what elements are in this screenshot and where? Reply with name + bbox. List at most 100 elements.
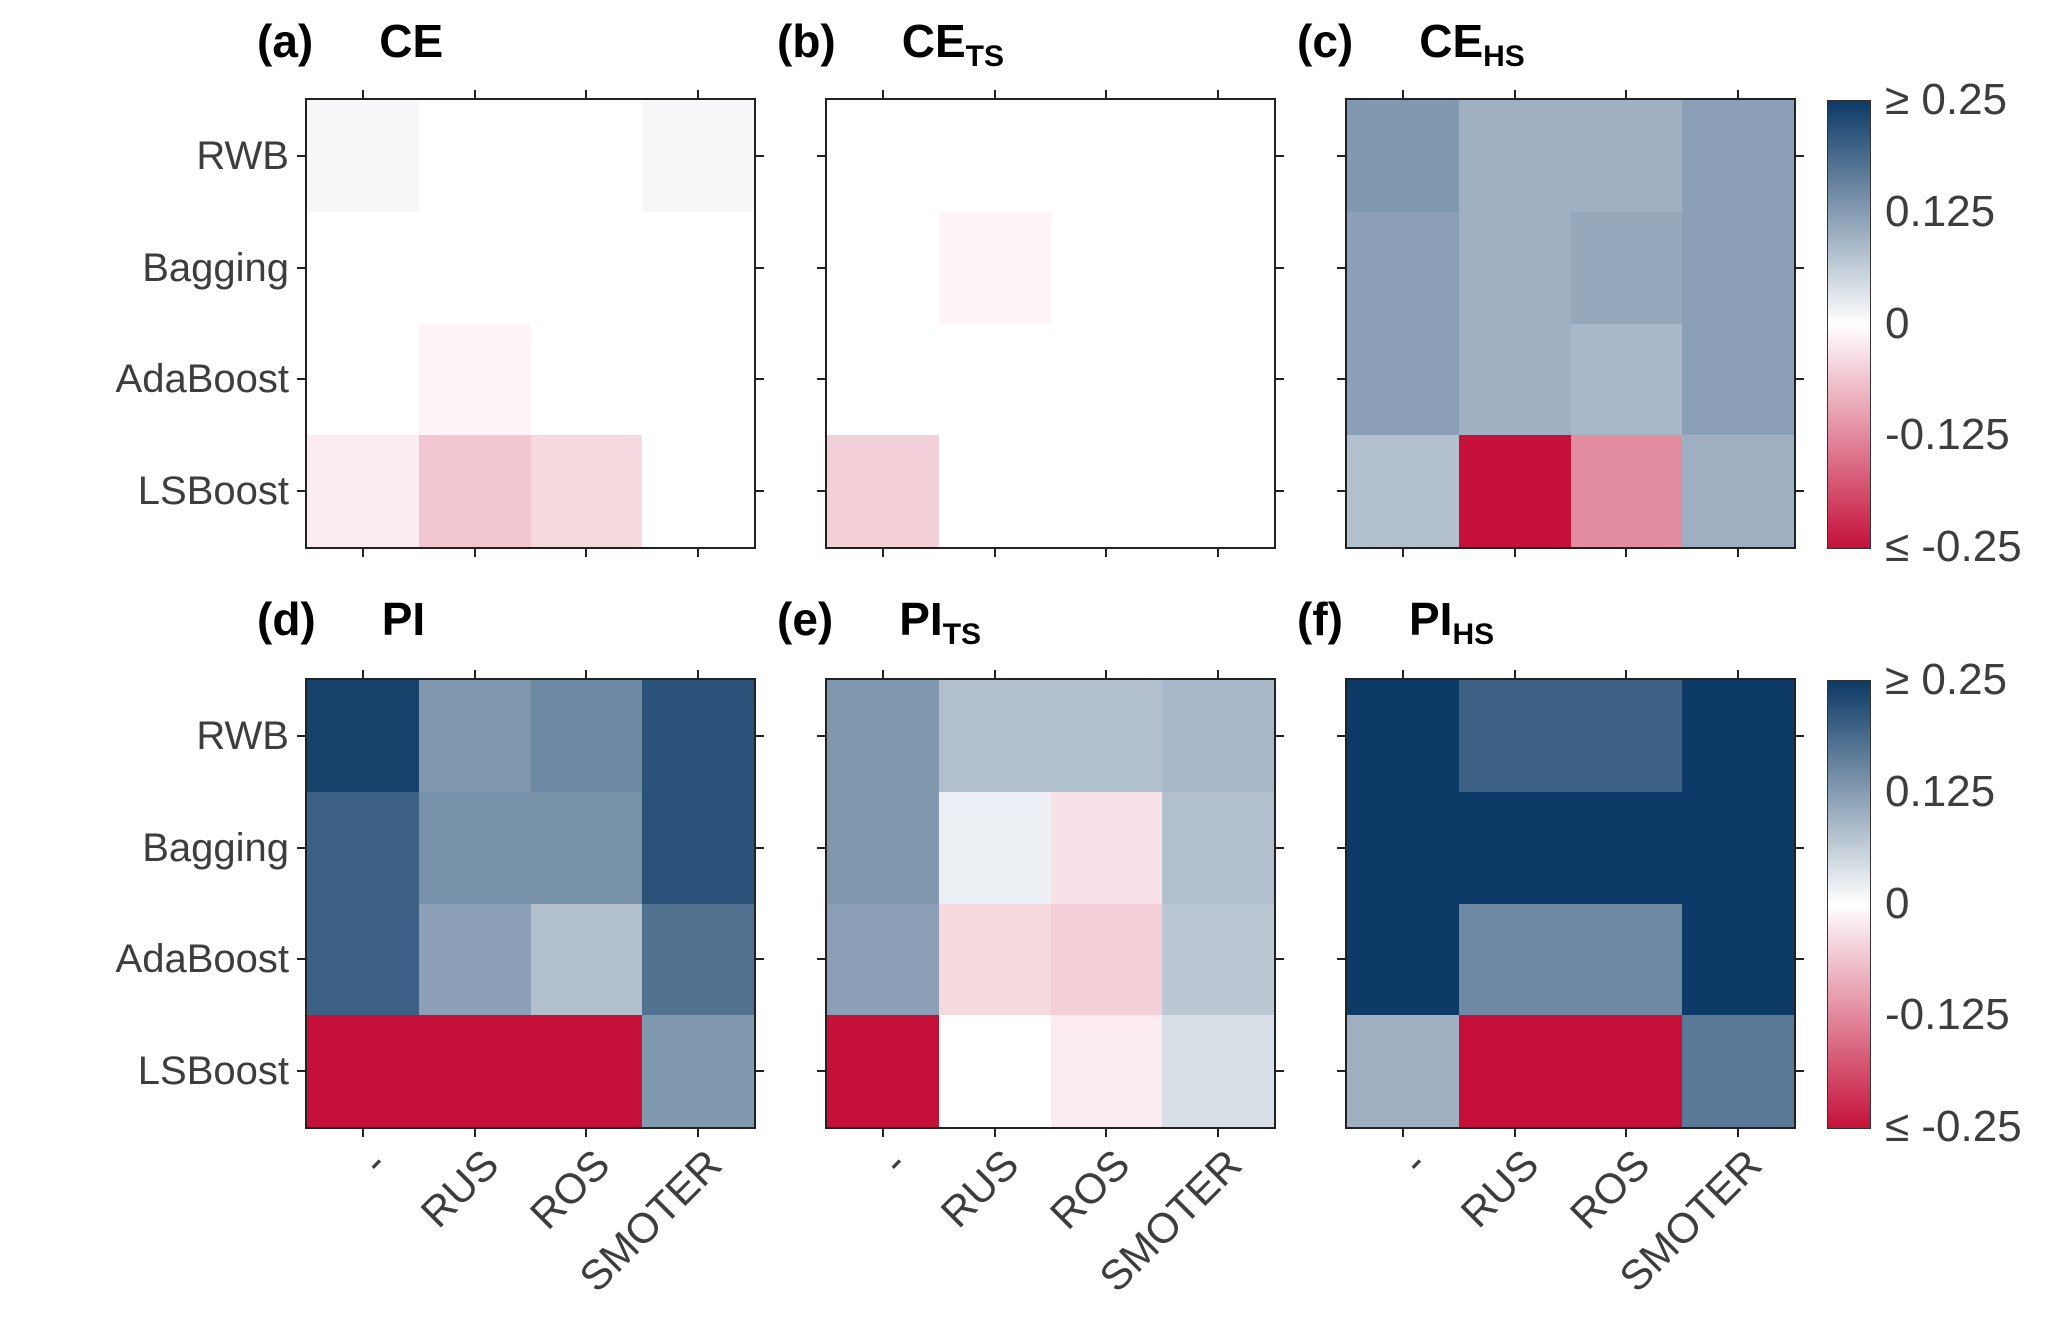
panel-f-subscript: HS [1452, 618, 1495, 651]
axis-tick [1513, 90, 1516, 98]
heatmap-grid [827, 680, 1274, 1127]
heatmap-cell [827, 100, 939, 212]
panel-c-name: CEHS [1419, 15, 1525, 73]
panel-a-tag: (a) [257, 15, 314, 67]
axis-tick [1337, 846, 1345, 849]
y-tick-label: AdaBoost [115, 937, 289, 982]
heatmap-cell [1050, 211, 1163, 324]
axis-tick [473, 549, 476, 557]
heatmap-cell [1570, 903, 1683, 1016]
heatmap-grid [307, 680, 754, 1127]
axis-tick [473, 670, 476, 678]
axis-tick [756, 266, 764, 269]
heatmap-cell [1050, 791, 1163, 904]
heatmap-cell [827, 903, 939, 1016]
panel-a-name: CE [379, 15, 443, 67]
axis-tick [697, 549, 700, 557]
axis-tick [1796, 490, 1804, 493]
colorbar-tick-label: ≤ -0.25 [1885, 1102, 2022, 1151]
heatmap-grid [307, 100, 754, 547]
axis-tick [756, 490, 764, 493]
panel-d-tag: (d) [257, 593, 316, 645]
axis-tick [361, 1129, 364, 1137]
heatmap-cell [307, 680, 419, 792]
axis-tick [1513, 549, 1516, 557]
heatmap-grid [1347, 100, 1794, 547]
heatmap-cell [1458, 791, 1571, 904]
axis-tick [1105, 1129, 1108, 1137]
axis-tick [1276, 154, 1284, 157]
y-tick-label: LSBoost [137, 1049, 289, 1094]
heatmap-cell [1050, 903, 1163, 1016]
y-tick-label: LSBoost [137, 469, 289, 514]
panel-f-title: (f) PIHS [1297, 592, 1494, 652]
axis-tick [1217, 1129, 1220, 1137]
panel-e-title: (e) PITS [777, 592, 981, 652]
heatmap-grid [827, 100, 1274, 547]
heatmap-cell [418, 903, 531, 1016]
heatmap-cell [1682, 680, 1794, 792]
heatmap-cell [1570, 680, 1683, 792]
heatmap-cell [827, 680, 939, 792]
axis-tick [817, 154, 825, 157]
heatmap-cell [1347, 680, 1459, 792]
panel-c-name-text: CE [1419, 15, 1484, 67]
heatmap-cell [1050, 1015, 1163, 1127]
axis-tick [697, 670, 700, 678]
axis-tick [881, 90, 884, 98]
heatmap-cell [530, 680, 643, 792]
y-tick-label: Bagging [142, 245, 289, 290]
axis-tick [1276, 490, 1284, 493]
heatmap-cell [642, 791, 754, 904]
panel-d-name: PI [382, 593, 425, 645]
axis-tick [1796, 1070, 1804, 1073]
heatmap-cell [1347, 1015, 1459, 1127]
heatmap-cell [418, 211, 531, 324]
heatmap-cell [418, 100, 531, 212]
axis-tick [1737, 90, 1740, 98]
axis-tick [1337, 490, 1345, 493]
axis-tick [297, 846, 305, 849]
colorbar-tick-label: 0 [1885, 878, 1910, 928]
axis-tick [1217, 670, 1220, 678]
axis-tick [297, 958, 305, 961]
colorbar-tick-label: -0.125 [1885, 990, 2010, 1040]
axis-tick [817, 958, 825, 961]
heatmap-cell [827, 435, 939, 547]
axis-tick [1796, 378, 1804, 381]
heatmap-cell [1347, 435, 1459, 547]
axis-tick [756, 734, 764, 737]
axis-tick [297, 1070, 305, 1073]
panel-f-name: PIHS [1409, 593, 1494, 651]
heatmap-panel-a [297, 90, 764, 557]
panel-a-name-text: CE [379, 15, 444, 67]
axis-tick [297, 154, 305, 157]
panel-b-subscript: TS [965, 40, 1004, 73]
panel-c-tag: (c) [1297, 15, 1354, 67]
axis-tick [817, 846, 825, 849]
axis-tick [297, 490, 305, 493]
axis-tick [1276, 846, 1284, 849]
axis-tick [697, 1129, 700, 1137]
heatmap-cell [938, 435, 1051, 547]
axis-tick [1105, 90, 1108, 98]
axis-tick [1625, 1129, 1628, 1137]
heatmap-cell [827, 323, 939, 436]
heatmap-grid [1347, 680, 1794, 1127]
heatmap-cell [530, 791, 643, 904]
heatmap-cell [1162, 903, 1274, 1016]
axis-tick [1337, 154, 1345, 157]
axis-tick [297, 378, 305, 381]
axis-tick [756, 846, 764, 849]
heatmap-panel-f: - RUS ROS SMOTER [1337, 670, 1804, 1301]
axis-tick [1337, 266, 1345, 269]
heatmap-cell [1162, 435, 1274, 547]
heatmap-cell [1682, 435, 1794, 547]
axis-tick [817, 266, 825, 269]
heatmap-cell [1570, 211, 1683, 324]
heatmap-cell [307, 100, 419, 212]
axis-tick [1276, 734, 1284, 737]
heatmap-cell [1050, 100, 1163, 212]
colorbar-tick-label: -0.125 [1885, 410, 2010, 460]
axis-tick [361, 549, 364, 557]
